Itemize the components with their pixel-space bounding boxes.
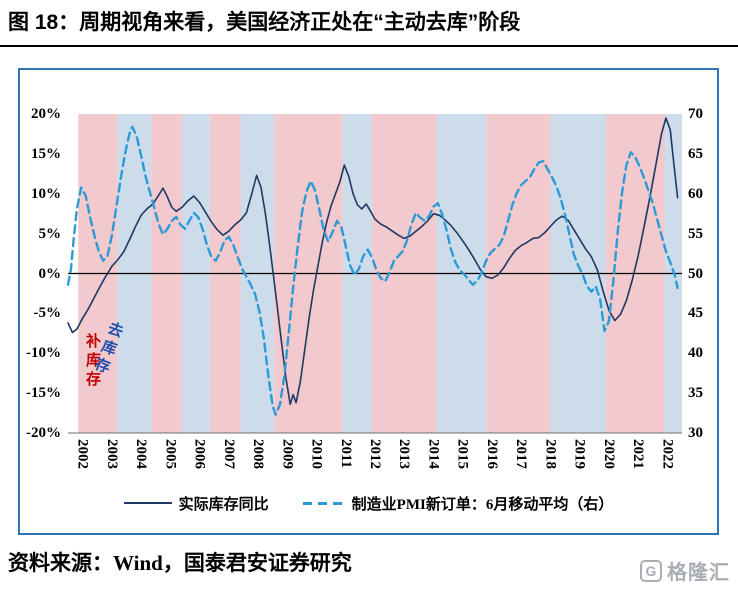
legend-label: 实际库存同比: [178, 496, 269, 513]
x-axis-year-label: 2009: [279, 439, 296, 469]
source-note: 资料来源：Wind，国泰君安证券研究: [8, 551, 352, 575]
y-axis-left-label: -15%: [26, 385, 61, 402]
x-axis-year-label: 2013: [396, 439, 413, 469]
x-axis-year-label: 2004: [133, 439, 150, 469]
title-underline: [0, 45, 738, 47]
y-axis-right-label: 35: [688, 385, 703, 402]
x-axis-year-label: 2005: [162, 439, 179, 469]
y-axis-left-label: -10%: [26, 345, 61, 362]
x-axis-year-label: 2011: [337, 439, 354, 469]
y-axis-right-label: 65: [688, 145, 703, 162]
y-axis-left-label: 0%: [38, 265, 62, 282]
legend-dashed-line-swatch: [302, 501, 345, 505]
x-axis-year-label: 2002: [74, 439, 91, 469]
y-axis-right-label: 45: [688, 305, 703, 322]
annotation-restock-label: 补库存: [84, 333, 101, 390]
series-line-inventory: [67, 117, 679, 406]
y-axis-right-label: 55: [688, 225, 703, 242]
y-axis-right-label: 50: [688, 265, 703, 282]
legend-item: 制造业PMI新订单：6月移动平均（右）: [302, 493, 614, 514]
gelonghui-logo-icon: G: [640, 559, 662, 582]
figure-title: 图 18：周期视角来看，美国经济正处在“主动去库”阶段: [8, 11, 521, 34]
legend: 实际库存同比 制造业PMI新订单：6月移动平均（右）: [20, 490, 717, 516]
x-axis-year-label: 2007: [220, 439, 237, 469]
gelonghui-logo-text: 格隆汇: [667, 562, 730, 584]
chart-area: 实际库存同比 制造业PMI新订单：6月移动平均（右） 20% 15% 10% 5% 0% -…: [18, 68, 719, 535]
y-axis-right-label: 30: [688, 425, 703, 441]
y-axis-left-label: 15%: [31, 145, 61, 162]
x-axis-year-label: 2006: [191, 439, 208, 469]
x-axis-year-label: 2003: [103, 439, 120, 469]
y-axis-left-label: 5%: [38, 225, 62, 242]
legend-solid-line-swatch: [123, 502, 172, 504]
series-line-pmi: [66, 125, 679, 416]
x-axis-year-label: 2020: [600, 439, 617, 469]
y-axis-right-label: 60: [688, 185, 703, 202]
y-axis-right-label: 40: [688, 345, 703, 362]
x-axis-year-label: 2017: [513, 439, 530, 469]
y-axis-left-label: 10%: [31, 185, 61, 202]
x-axis-year-label: 2018: [542, 439, 559, 469]
x-axis-year-label: 2022: [659, 439, 676, 469]
y-axis-left-label: -20%: [26, 425, 61, 441]
x-axis-year-label: 2019: [571, 439, 588, 469]
legend-label: 制造业PMI新订单：6月移动平均（右）: [351, 496, 614, 513]
x-axis-year-label: 2016: [483, 439, 500, 469]
y-axis-left-label: 20%: [31, 106, 61, 122]
x-axis-year-label: 2008: [250, 439, 267, 469]
y-axis-right-label: 70: [688, 106, 703, 122]
y-axis-left-label: -5%: [33, 305, 62, 322]
x-axis-year-label: 2012: [367, 439, 383, 469]
x-axis-year-label: 2014: [425, 439, 442, 469]
x-axis-year-label: 2015: [454, 439, 471, 469]
legend-item: 实际库存同比: [123, 493, 269, 514]
plot-svg: [66, 114, 682, 434]
x-axis-year-label: 2010: [308, 439, 325, 469]
x-axis-year-label: 2021: [630, 439, 647, 469]
gelonghui-watermark: G 格隆汇: [640, 556, 730, 585]
